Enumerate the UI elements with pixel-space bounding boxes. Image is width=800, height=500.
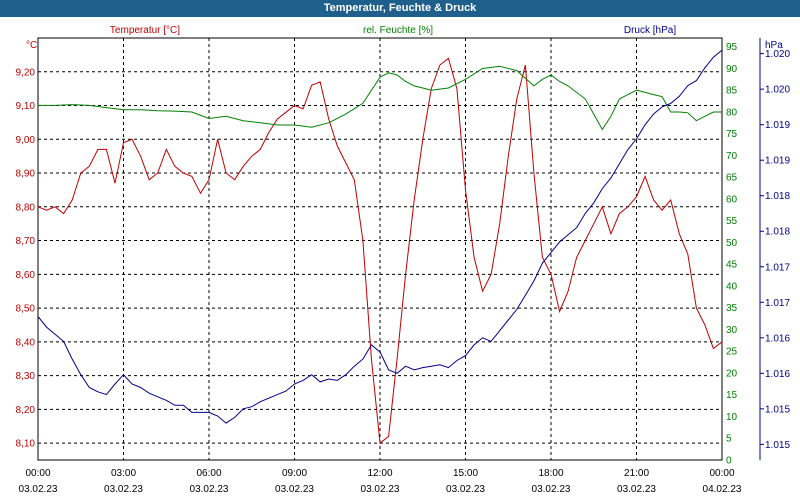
humidity-tick-label: 85 bbox=[726, 86, 738, 97]
temperature-tick-label: 8,10 bbox=[16, 439, 36, 450]
humidity-tick-label: 45 bbox=[726, 260, 738, 271]
x-tick-time-label: 21:00 bbox=[624, 468, 649, 479]
pressure-tick-label: 1.015 bbox=[765, 404, 790, 415]
humidity-tick-label: 0 bbox=[726, 456, 732, 467]
temperature-unit-label: °C bbox=[26, 40, 37, 51]
humidity-tick-label: 55 bbox=[726, 216, 738, 227]
x-tick-date-label: 03.02.23 bbox=[104, 484, 143, 495]
humidity-tick-label: 50 bbox=[726, 238, 738, 249]
x-tick-time-label: 03:00 bbox=[111, 468, 136, 479]
series-line-0 bbox=[37, 57, 723, 445]
legend-label-2: Druck [hPa] bbox=[624, 25, 676, 36]
x-tick-time-label: 12:00 bbox=[367, 468, 392, 479]
x-tick-date-label: 03.02.23 bbox=[275, 484, 314, 495]
temperature-tick-label: 8,40 bbox=[16, 337, 36, 348]
pressure-tick-label: 1.016 bbox=[765, 369, 790, 380]
x-tick-time-label: 00:00 bbox=[25, 468, 50, 479]
pressure-tick-label: 1.018 bbox=[765, 227, 790, 238]
pressure-tick-label: 1.018 bbox=[765, 191, 790, 202]
temperature-tick-label: 9,20 bbox=[16, 67, 36, 78]
humidity-tick-label: 95 bbox=[726, 42, 738, 53]
temperature-tick-label: 8,50 bbox=[16, 304, 36, 315]
x-tick-date-label: 03.02.23 bbox=[532, 484, 571, 495]
temperature-tick-label: 9,10 bbox=[16, 101, 36, 112]
temperature-tick-label: 8,70 bbox=[16, 236, 36, 247]
pressure-tick-label: 1.019 bbox=[765, 120, 790, 131]
x-tick-time-label: 00:00 bbox=[709, 468, 734, 479]
temperature-tick-label: 9,00 bbox=[16, 135, 36, 146]
x-tick-date-label: 04.02.23 bbox=[703, 484, 742, 495]
humidity-tick-label: 20 bbox=[726, 368, 738, 379]
pressure-tick-label: 1.015 bbox=[765, 440, 790, 451]
temperature-tick-label: 8,60 bbox=[16, 270, 36, 281]
humidity-tick-label: 30 bbox=[726, 325, 738, 336]
x-tick-date-label: 03.02.23 bbox=[617, 484, 656, 495]
series-line-1 bbox=[38, 65, 722, 131]
humidity-tick-label: 10 bbox=[726, 412, 738, 423]
x-tick-time-label: 09:00 bbox=[282, 468, 307, 479]
x-tick-date-label: 03.02.23 bbox=[19, 484, 58, 495]
temperature-tick-label: 8,20 bbox=[16, 405, 36, 416]
humidity-tick-label: 40 bbox=[726, 281, 738, 292]
pressure-tick-label: 1.017 bbox=[765, 298, 790, 309]
humidity-tick-label: 15 bbox=[726, 390, 738, 401]
humidity-tick-label: 75 bbox=[726, 129, 738, 140]
humidity-tick-label: 5 bbox=[726, 434, 732, 445]
x-tick-time-label: 15:00 bbox=[453, 468, 478, 479]
temperature-tick-label: 8,80 bbox=[16, 202, 36, 213]
pressure-tick-label: 1.017 bbox=[765, 262, 790, 273]
humidity-tick-label: 60 bbox=[726, 194, 738, 205]
pressure-tick-label: 1.019 bbox=[765, 156, 790, 167]
humidity-tick-label: 25 bbox=[726, 347, 738, 358]
temperature-tick-label: 8,90 bbox=[16, 169, 36, 180]
x-tick-date-label: 03.02.23 bbox=[361, 484, 400, 495]
temperature-tick-label: 8,30 bbox=[16, 371, 36, 382]
pressure-unit-label: hPa bbox=[765, 40, 783, 51]
x-tick-date-label: 03.02.23 bbox=[446, 484, 485, 495]
humidity-tick-label: 90 bbox=[726, 64, 738, 75]
legend-label-1: rel. Feuchte [%] bbox=[363, 25, 433, 36]
pressure-tick-label: 1.020 bbox=[765, 85, 790, 96]
humidity-tick-label: 80 bbox=[726, 107, 738, 118]
pressure-tick-label: 1.020 bbox=[765, 49, 790, 60]
x-tick-time-label: 06:00 bbox=[196, 468, 221, 479]
pressure-tick-label: 1.016 bbox=[765, 333, 790, 344]
x-tick-time-label: 18:00 bbox=[538, 468, 563, 479]
humidity-tick-label: 70 bbox=[726, 151, 738, 162]
humidity-tick-label: 65 bbox=[726, 173, 738, 184]
humidity-tick-label: 35 bbox=[726, 303, 738, 314]
x-tick-date-label: 03.02.23 bbox=[190, 484, 229, 495]
legend-label-0: Temperatur [°C] bbox=[110, 25, 180, 36]
series-line-2 bbox=[37, 49, 723, 424]
chart-title: Temperatur, Feuchte & Druck bbox=[0, 0, 800, 17]
